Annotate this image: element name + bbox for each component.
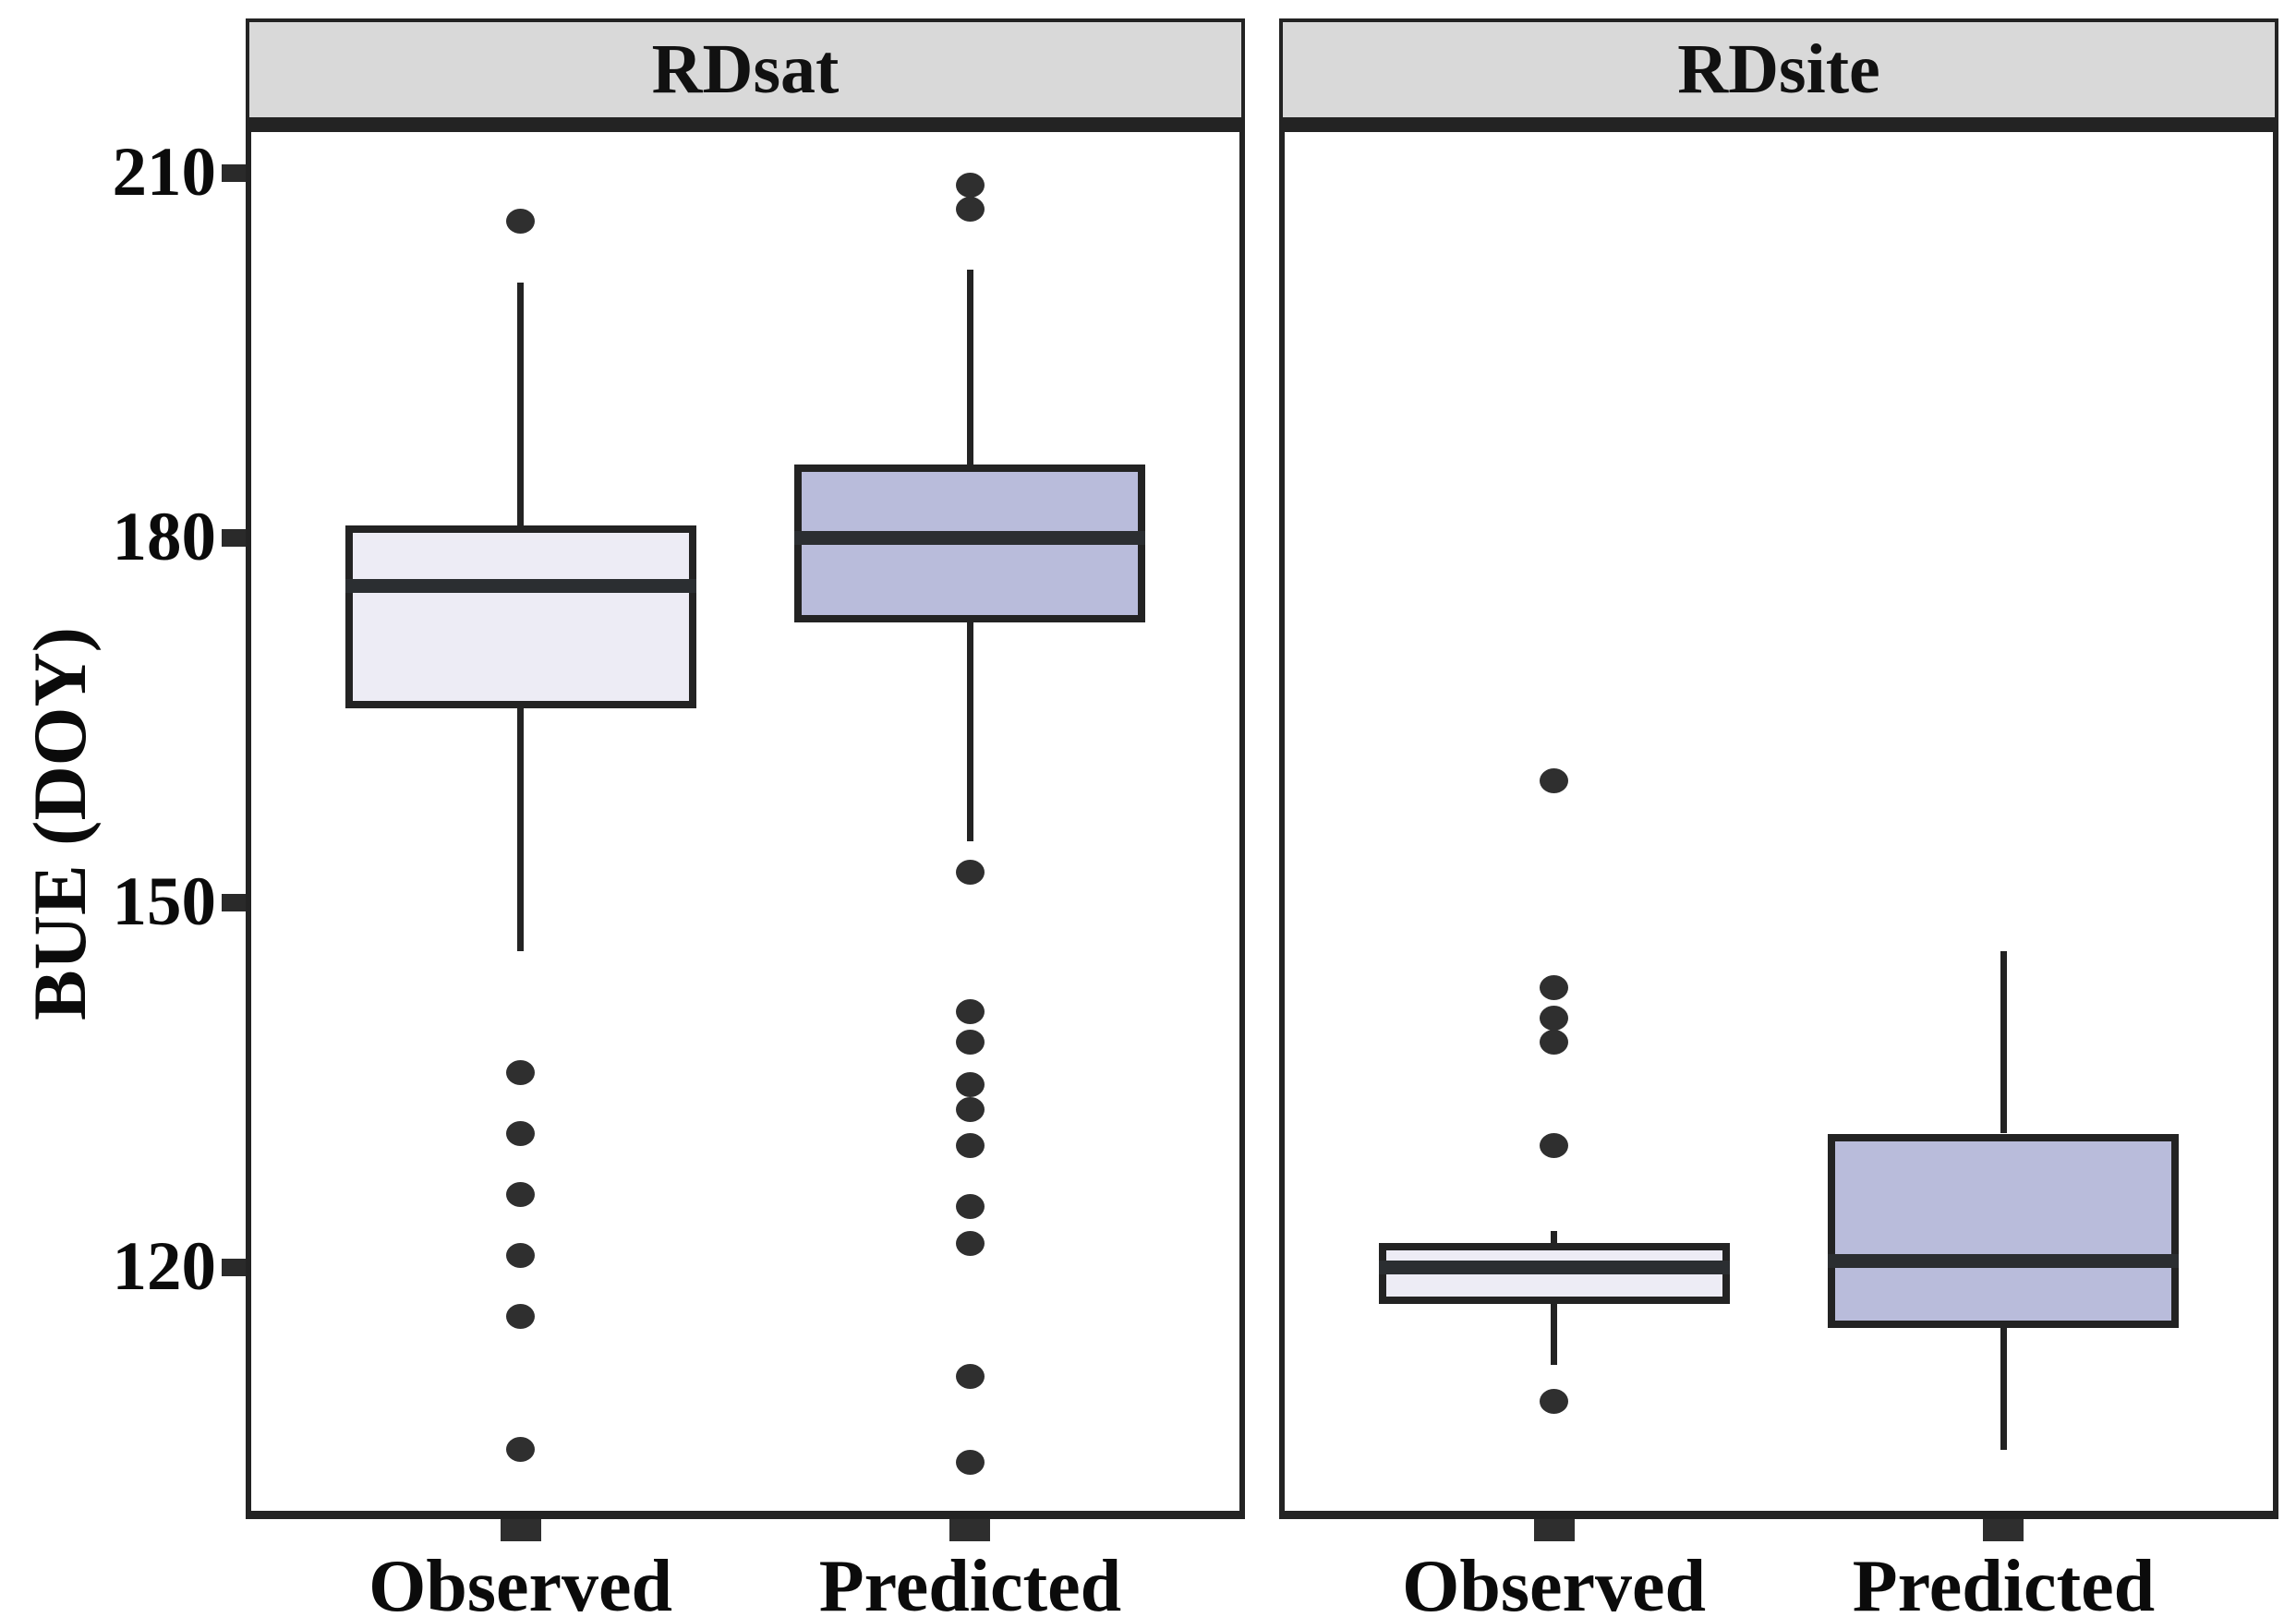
outlier-dot-rdsat-predicted bbox=[955, 1133, 985, 1159]
box-rdsite-predicted bbox=[1828, 1133, 2180, 1329]
x-category-label-rdsat-observed: Observed bbox=[369, 1546, 672, 1617]
outlier-dot-rdsat-predicted bbox=[955, 1230, 985, 1256]
whisker-upper-rdsite-predicted bbox=[2000, 950, 2007, 1134]
box-rdsat-observed bbox=[344, 525, 696, 708]
median-rdsat-observed bbox=[344, 579, 696, 594]
y-tick-label: 150 bbox=[112, 863, 217, 941]
outlier-dot-rdsite-observed bbox=[1540, 1005, 1569, 1031]
outlier-dot-rdsat-predicted bbox=[955, 197, 985, 223]
y-tick-label: 180 bbox=[112, 499, 217, 576]
outlier-dot-rdsat-predicted bbox=[955, 1194, 985, 1220]
outlier-dot-rdsat-predicted bbox=[955, 1449, 985, 1475]
x-category-label-rdsite-observed: Observed bbox=[1402, 1546, 1706, 1617]
whisker-upper-rdsat-observed bbox=[517, 282, 525, 525]
outlier-dot-rdsite-observed bbox=[1540, 1030, 1569, 1056]
x-category-label-rdsite-predicted: Predicted bbox=[1852, 1546, 2156, 1617]
outlier-dot-rdsite-observed bbox=[1540, 974, 1569, 1000]
y-tick-label: 120 bbox=[112, 1228, 217, 1306]
facet-panel-rdsat bbox=[246, 127, 1245, 1519]
whisker-lower-rdsat-observed bbox=[517, 707, 525, 951]
outlier-dot-rdsite-observed bbox=[1540, 1133, 1569, 1159]
facet-header-rdsite: RDsite bbox=[1279, 18, 2278, 127]
y-tick-mark bbox=[222, 1258, 247, 1276]
outlier-dot-rdsat-observed bbox=[506, 209, 536, 235]
whisker-upper-rdsite-observed bbox=[1551, 1230, 1558, 1244]
outlier-dot-rdsat-observed bbox=[506, 1060, 536, 1086]
whisker-upper-rdsat-predicted bbox=[966, 270, 973, 465]
outlier-dot-rdsat-predicted bbox=[955, 1364, 985, 1390]
outlier-dot-rdsite-observed bbox=[1540, 768, 1569, 794]
y-tick-label: 210 bbox=[112, 134, 217, 211]
facet-header-rdsat: RDsat bbox=[246, 18, 1245, 127]
y-tick-mark bbox=[222, 528, 247, 547]
y-tick-mark bbox=[222, 893, 247, 911]
y-tick-mark bbox=[222, 163, 247, 182]
outlier-dot-rdsat-observed bbox=[506, 1437, 536, 1463]
median-rdsat-predicted bbox=[794, 530, 1146, 545]
x-tick-mark-rdsat-observed bbox=[500, 1519, 541, 1541]
x-tick-mark-rdsite-predicted bbox=[1983, 1519, 2024, 1541]
whisker-lower-rdsite-predicted bbox=[2000, 1328, 2007, 1450]
y-axis-title: BUE (DOY) bbox=[18, 627, 102, 1020]
outlier-dot-rdsat-observed bbox=[506, 1181, 536, 1207]
median-rdsite-predicted bbox=[1828, 1254, 2180, 1269]
x-category-label-rdsat-predicted: Predicted bbox=[818, 1546, 1122, 1617]
outlier-dot-rdsat-predicted bbox=[955, 1030, 985, 1056]
x-tick-mark-rdsite-observed bbox=[1533, 1519, 1575, 1541]
outlier-dot-rdsat-observed bbox=[506, 1121, 536, 1146]
median-rdsite-observed bbox=[1378, 1260, 1730, 1274]
x-tick-mark-rdsat-predicted bbox=[949, 1519, 991, 1541]
whisker-lower-rdsat-predicted bbox=[966, 622, 973, 842]
outlier-dot-rdsat-predicted bbox=[955, 1072, 985, 1098]
whisker-lower-rdsite-observed bbox=[1551, 1303, 1558, 1365]
outlier-dot-rdsat-observed bbox=[506, 1242, 536, 1268]
outlier-dot-rdsat-predicted bbox=[955, 172, 985, 198]
outlier-dot-rdsat-observed bbox=[506, 1303, 536, 1329]
outlier-dot-rdsat-predicted bbox=[955, 999, 985, 1025]
outlier-dot-rdsite-observed bbox=[1540, 1388, 1569, 1414]
outlier-dot-rdsat-predicted bbox=[955, 859, 985, 885]
outlier-dot-rdsat-predicted bbox=[955, 1096, 985, 1122]
